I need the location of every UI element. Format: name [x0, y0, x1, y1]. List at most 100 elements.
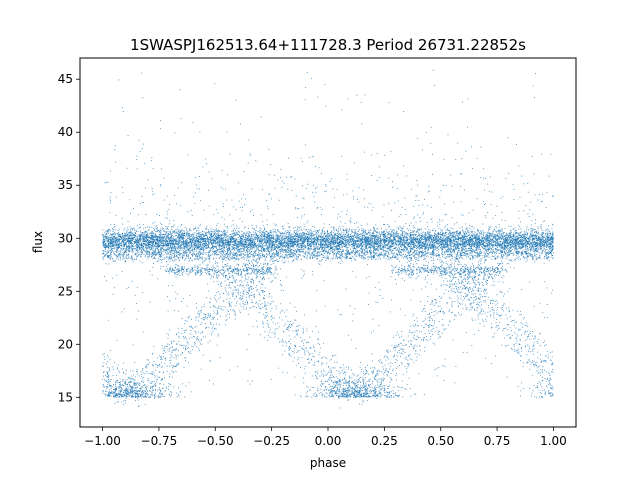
data-point: [158, 245, 160, 247]
data-point: [551, 234, 553, 236]
data-point: [128, 254, 130, 256]
data-point: [265, 248, 267, 250]
data-point: [186, 244, 188, 245]
data-point: [511, 239, 513, 241]
data-point: [179, 239, 181, 241]
data-point: [464, 240, 466, 242]
data-point: [420, 246, 422, 248]
data-point: [456, 246, 458, 248]
data-point: [312, 226, 314, 228]
data-point: [250, 239, 252, 241]
data-point: [140, 235, 142, 237]
data-point: [379, 236, 381, 238]
data-point: [471, 245, 472, 247]
data-point: [215, 241, 217, 242]
data-point: [137, 235, 139, 237]
data-point: [507, 247, 509, 249]
data-point: [231, 235, 233, 237]
data-point: [495, 226, 497, 228]
data-point: [149, 240, 151, 242]
data-point: [274, 229, 276, 230]
data-point: [426, 246, 428, 248]
data-point: [494, 230, 496, 232]
data-point: [437, 243, 438, 244]
data-point: [371, 245, 373, 247]
data-point: [421, 244, 423, 246]
data-point: [360, 256, 362, 258]
data-point: [193, 244, 195, 246]
data-point: [198, 239, 200, 241]
data-point: [319, 247, 321, 248]
data-point: [463, 246, 465, 248]
data-point: [243, 248, 245, 250]
data-point: [362, 245, 364, 247]
data-point: [523, 243, 525, 245]
data-point: [441, 240, 443, 241]
data-point: [327, 251, 329, 253]
data-point: [110, 237, 112, 239]
data-point: [371, 242, 373, 244]
data-point: [522, 240, 524, 242]
data-point: [173, 224, 175, 226]
data-point: [552, 242, 554, 244]
data-point: [141, 236, 143, 238]
data-point: [137, 244, 139, 246]
data-point: [116, 242, 118, 244]
data-point: [514, 248, 516, 250]
data-point: [354, 243, 356, 245]
data-point: [369, 242, 371, 244]
data-point: [162, 237, 164, 239]
data-point: [250, 241, 251, 243]
data-point: [255, 234, 257, 236]
data-point: [276, 232, 277, 234]
data-point: [457, 242, 459, 244]
data-point: [174, 256, 175, 258]
data-point: [406, 233, 408, 235]
data-point: [170, 234, 172, 236]
data-point: [232, 248, 234, 250]
data-point: [516, 252, 518, 254]
data-point: [443, 233, 445, 235]
data-point: [420, 236, 421, 238]
data-point: [347, 240, 349, 242]
data-point: [469, 227, 471, 229]
data-point: [346, 239, 348, 241]
data-point: [496, 230, 498, 232]
data-point: [196, 236, 198, 238]
data-point: [505, 246, 506, 247]
data-point: [337, 241, 339, 243]
data-point: [278, 243, 280, 245]
data-point: [229, 257, 231, 259]
data-point: [475, 246, 477, 248]
data-point: [171, 243, 173, 245]
data-point: [243, 246, 245, 248]
data-point: [410, 239, 412, 241]
data-point: [449, 232, 451, 234]
data-point: [311, 239, 313, 241]
data-point: [128, 245, 129, 247]
data-point: [437, 235, 439, 237]
data-point: [131, 239, 133, 241]
data-point: [114, 232, 116, 234]
data-point: [324, 244, 326, 246]
data-point: [309, 247, 311, 249]
data-point: [200, 236, 202, 237]
data-point: [138, 244, 140, 246]
data-point: [158, 244, 160, 246]
data-point: [546, 251, 548, 253]
data-point: [472, 244, 474, 246]
data-point: [248, 245, 250, 247]
data-point: [276, 251, 278, 253]
data-point: [282, 239, 284, 241]
data-point: [506, 232, 508, 234]
data-point: [543, 236, 545, 238]
data-point: [410, 229, 411, 231]
data-point: [219, 238, 221, 240]
data-point: [268, 232, 270, 234]
data-point: [421, 244, 423, 246]
data-point: [226, 244, 228, 246]
data-point: [250, 237, 252, 239]
data-point: [289, 240, 290, 242]
data-point: [227, 238, 229, 240]
data-point: [376, 240, 378, 242]
